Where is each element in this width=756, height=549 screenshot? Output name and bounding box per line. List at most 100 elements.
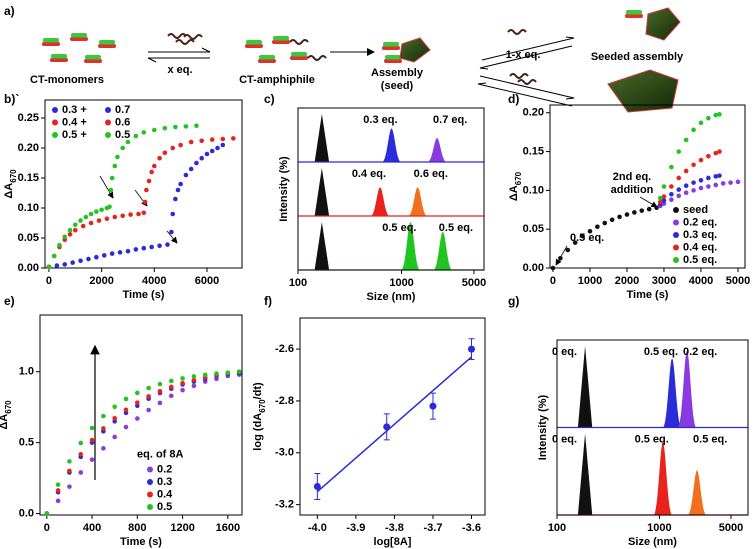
data-point [101,413,106,419]
data-point [183,172,189,178]
data-point [178,142,183,148]
data-point [639,208,645,213]
data-point [54,263,60,268]
panel-label: a) [4,4,15,18]
data-point [117,250,123,255]
legend-marker [52,119,58,126]
data-point [706,175,711,181]
annotation-arrows [90,175,658,480]
monomer-icon [42,38,60,46]
data-point [194,123,199,129]
data-point [698,185,704,191]
amphiphile-chain [307,55,327,61]
monomer-icon [50,54,68,62]
data-point [123,424,129,430]
amphiphile-chain [509,73,529,79]
x-axis-label: Time (s) [123,289,165,301]
x-tick-label: 4000 [689,275,713,287]
data-point [170,211,176,217]
peak-label: 0.5 eq. [439,222,473,234]
data-point [146,178,152,184]
legend-label: 0.3 + [62,104,87,116]
data-point [661,194,667,199]
data-point [565,247,571,253]
y-axis-label-part: 670 [9,169,18,183]
panel-label: c) [264,92,275,106]
y-tick-label: 0.0 [19,507,34,519]
data-point [115,154,120,160]
legend-marker [673,257,679,263]
y-axis-label-part: 670 [4,400,13,414]
data-point [99,207,104,213]
plot-frame [549,104,746,269]
scheme-label: CT-amphiphile [239,74,315,86]
data-point [199,138,205,144]
x-tick-label: -3.8 [385,522,404,534]
x-tick-label: 3000 [652,275,676,287]
x-axis-label: Time (s) [627,289,669,301]
legend-marker [673,232,679,238]
data-point [135,416,140,421]
size-peak [314,168,330,216]
annotation: addition [611,184,654,196]
data-point [104,216,110,222]
data-point [713,112,719,118]
data-point [123,396,129,402]
data-point [109,251,115,256]
data-point [209,137,215,142]
data-point [112,434,117,440]
x-tick-label: 5000 [726,275,750,287]
data-point [220,136,226,142]
y-axis-label-part: 670 [258,399,267,413]
data-point [236,369,242,375]
data-point [713,150,719,156]
x-tick-label: 1200 [170,522,194,534]
panel-label: b)` [4,92,19,106]
y-tick-label: -3.0 [275,447,294,459]
amphiphile-chain [175,39,195,45]
data-point [683,168,689,174]
peak-label: 0.2 eq. [683,346,717,358]
y-axis-label: Intensity (%) [537,394,549,460]
plot-frame [39,314,243,516]
legend-marker [147,491,153,498]
seed-sheet [399,37,431,63]
data-point [141,245,147,251]
data-point [191,383,197,389]
data-point [170,145,176,151]
data-point [149,244,154,250]
amphiphile-chain [507,29,527,35]
data-point [178,181,183,187]
legend-label: 0.6 [115,116,130,128]
data-point [125,248,131,254]
peak-label: 0.4 eq. [352,168,386,180]
data-point [558,255,563,261]
data-point [214,371,219,376]
size-peak [654,441,672,515]
y-tick-label: -2.8 [275,395,294,407]
y-tick-label: 1.0 [19,366,34,378]
y-tick-label: 0.10 [18,202,39,214]
data-point [162,150,168,156]
data-point [141,130,147,135]
y-tick-label: 0.05 [523,223,544,235]
data-point [149,169,154,175]
data-point [717,112,722,117]
data-point [78,218,83,223]
monomer-icon [70,33,88,41]
size-peak [688,470,706,515]
data-point [676,149,682,154]
y-axis-label-part: ΔA [0,414,10,430]
data-point [136,211,141,217]
amphiphile-chain [183,34,203,40]
data-point [101,253,107,258]
y-tick-label: 0.15 [523,145,544,157]
data-point [717,173,722,178]
x-tick-label: 1000 [578,275,602,287]
x-tick-label: 400 [83,522,101,534]
data-point [173,124,178,130]
data-point [51,253,57,259]
data-point [199,155,205,161]
scheme: a) CT-monomers x eq. CT-amphiphile Assem… [4,4,684,113]
